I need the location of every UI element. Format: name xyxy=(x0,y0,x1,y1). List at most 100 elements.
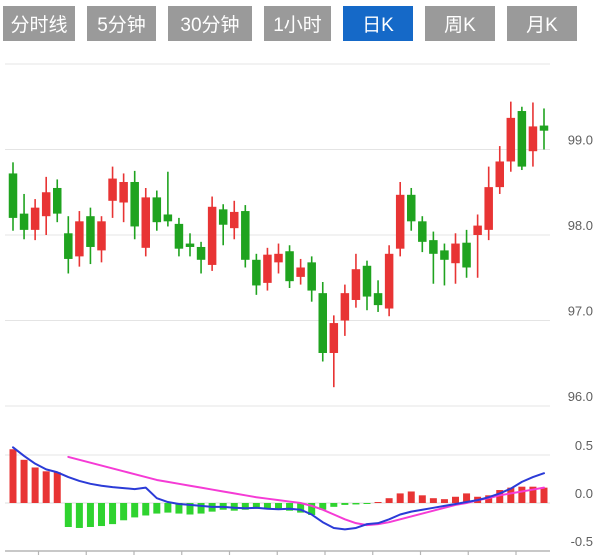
candle-body xyxy=(19,213,29,230)
candle xyxy=(230,200,239,240)
candle-body xyxy=(451,243,460,264)
tab-30min[interactable]: 30分钟 xyxy=(168,6,252,41)
candle-body xyxy=(119,181,128,203)
macd-bar xyxy=(518,486,526,503)
price-ylabel: 98.0 xyxy=(568,218,593,233)
candle xyxy=(407,187,416,231)
candle-body xyxy=(218,209,228,225)
macd-ylabel: 0.0 xyxy=(575,486,593,501)
macd-bar xyxy=(9,449,17,503)
price-ylabel: 96.0 xyxy=(568,389,593,404)
candle-body xyxy=(252,259,261,286)
macd-bar xyxy=(109,503,117,525)
candle-body xyxy=(296,267,305,277)
candle xyxy=(429,231,438,284)
macd-bar xyxy=(341,503,349,505)
candle xyxy=(207,196,217,271)
candle-body xyxy=(230,211,239,229)
candle xyxy=(384,245,394,317)
candle xyxy=(296,258,305,285)
candle xyxy=(274,243,283,274)
candle xyxy=(30,199,40,241)
macd-bar xyxy=(429,498,437,503)
tab-weekly-k[interactable]: 周K xyxy=(425,6,495,41)
candle-body xyxy=(517,111,527,167)
candle xyxy=(484,166,493,241)
candle-body xyxy=(384,253,394,309)
macd-histogram xyxy=(9,449,548,528)
candle-body xyxy=(340,293,350,321)
candle-body xyxy=(407,194,416,222)
tab-daily-k[interactable]: 日K xyxy=(343,6,413,41)
candle-body xyxy=(373,293,383,306)
candle-body xyxy=(97,221,106,251)
candle xyxy=(218,204,228,246)
candle-body xyxy=(506,117,516,162)
candle xyxy=(174,217,184,257)
dea-line xyxy=(67,455,545,527)
candle xyxy=(473,214,482,278)
candle-body xyxy=(41,192,51,217)
candle-body xyxy=(395,194,405,249)
macd-bar xyxy=(120,503,128,521)
candle-body xyxy=(64,233,73,259)
candle xyxy=(53,179,62,223)
candle xyxy=(141,187,150,257)
dif-line xyxy=(12,446,545,531)
candle xyxy=(75,211,84,267)
macd-bar xyxy=(463,493,471,503)
candle-body xyxy=(274,253,283,263)
candle-body xyxy=(196,246,206,260)
x-axis-ticks xyxy=(37,551,517,555)
candle xyxy=(307,256,316,302)
macd-bar xyxy=(252,503,260,509)
candle xyxy=(395,181,405,257)
macd-bar xyxy=(352,503,360,505)
candle-body xyxy=(329,323,339,353)
candle xyxy=(506,101,516,172)
macd-bar xyxy=(407,491,415,503)
candle xyxy=(8,162,18,231)
candle-body xyxy=(263,254,272,283)
candle-body xyxy=(8,173,18,218)
candle xyxy=(97,216,106,263)
candle xyxy=(241,205,250,268)
candle-body xyxy=(473,225,482,235)
candle xyxy=(418,216,427,253)
macd-bar xyxy=(53,472,61,503)
tab-5min[interactable]: 5分钟 xyxy=(87,6,156,41)
macd-ylabel: 0.5 xyxy=(575,438,593,453)
macd-bar xyxy=(86,503,94,527)
candle-body xyxy=(418,221,427,242)
candle-body xyxy=(30,207,40,230)
macd-bar xyxy=(385,498,393,503)
tab-1hour[interactable]: 1小时 xyxy=(264,6,331,41)
macd-bar xyxy=(20,459,28,503)
candle xyxy=(130,170,139,240)
candle xyxy=(185,233,195,257)
candle xyxy=(373,280,383,312)
tab-monthly-k[interactable]: 月K xyxy=(507,6,577,41)
macd-bar xyxy=(153,503,161,514)
candles-series xyxy=(8,101,549,388)
macd-bar xyxy=(275,503,282,510)
macd-bar xyxy=(263,503,271,510)
macd-bar xyxy=(452,496,459,503)
macd-bar xyxy=(418,495,426,503)
candle xyxy=(108,166,117,218)
candle-body xyxy=(539,125,549,131)
macd-bar xyxy=(308,503,316,515)
candle-body xyxy=(75,221,84,257)
macd-bar xyxy=(241,503,249,510)
macd-bar xyxy=(374,502,382,503)
tab-timeline[interactable]: 分时线 xyxy=(3,6,75,41)
candle xyxy=(318,282,327,362)
macd-bar xyxy=(540,487,548,503)
candle xyxy=(462,229,471,278)
candle xyxy=(285,245,294,289)
candle-body xyxy=(307,262,316,291)
macd-bar xyxy=(142,503,150,516)
candle xyxy=(86,207,95,265)
